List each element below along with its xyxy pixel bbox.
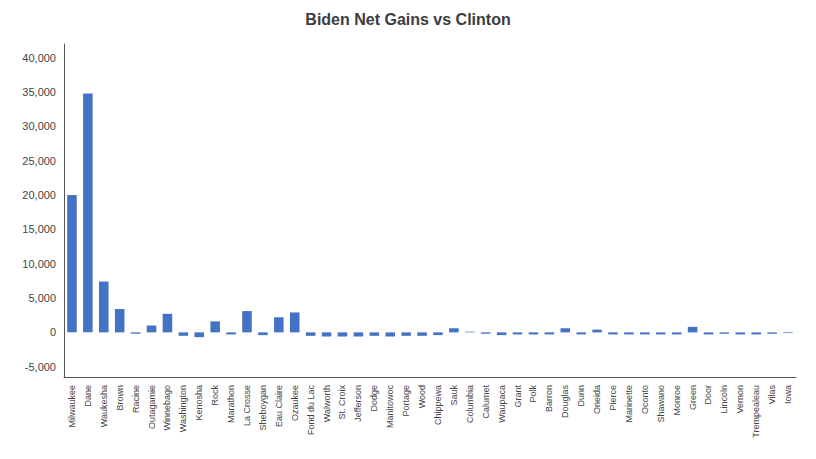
svg-text:Douglas: Douglas: [560, 385, 570, 419]
svg-text:Portage: Portage: [401, 385, 411, 417]
svg-text:Rock: Rock: [210, 385, 220, 406]
svg-text:Dane: Dane: [83, 385, 93, 407]
svg-text:Oconto: Oconto: [640, 385, 650, 414]
svg-text:35,000: 35,000: [22, 86, 56, 98]
svg-text:Dunn: Dunn: [576, 385, 586, 407]
svg-text:Chippewa: Chippewa: [433, 385, 443, 425]
svg-text:Trempealeau: Trempealeau: [751, 385, 761, 438]
svg-text:Green: Green: [688, 385, 698, 410]
svg-text:Biden Net Gains vs Clinton: Biden Net Gains vs Clinton: [305, 11, 510, 28]
svg-text:-5,000: -5,000: [25, 361, 56, 373]
svg-text:40,000: 40,000: [22, 52, 56, 64]
svg-text:Sauk: Sauk: [449, 385, 459, 406]
svg-text:Waupaca: Waupaca: [497, 385, 507, 423]
svg-text:20,000: 20,000: [22, 189, 56, 201]
svg-text:Oneida: Oneida: [592, 385, 602, 414]
svg-text:Columbia: Columbia: [465, 385, 475, 423]
svg-text:Eau Claire: Eau Claire: [274, 385, 284, 427]
svg-text:30,000: 30,000: [22, 120, 56, 132]
svg-text:Vernon: Vernon: [735, 385, 745, 414]
svg-text:Brown: Brown: [115, 385, 125, 411]
svg-text:Dodge: Dodge: [369, 385, 379, 412]
svg-text:Door: Door: [703, 385, 713, 405]
svg-text:Monroe: Monroe: [672, 385, 682, 416]
svg-text:0: 0: [50, 326, 56, 338]
svg-text:Polk: Polk: [528, 385, 538, 403]
svg-text:Racine: Racine: [131, 385, 141, 413]
svg-text:Milwaukee: Milwaukee: [67, 385, 77, 428]
svg-text:Kenosha: Kenosha: [194, 385, 204, 421]
svg-text:Washington: Washington: [178, 385, 188, 432]
svg-text:Winnebago: Winnebago: [162, 385, 172, 431]
svg-text:Outagamie: Outagamie: [147, 385, 157, 429]
svg-text:5,000: 5,000: [28, 292, 56, 304]
svg-text:Pierce: Pierce: [608, 385, 618, 411]
svg-text:Iowa: Iowa: [783, 385, 793, 404]
svg-text:Fond du Lac: Fond du Lac: [306, 385, 316, 436]
svg-text:Waukesha: Waukesha: [99, 385, 109, 427]
svg-text:10,000: 10,000: [22, 258, 56, 270]
svg-text:Ozaukee: Ozaukee: [290, 385, 300, 421]
svg-text:Marinette: Marinette: [624, 385, 634, 423]
svg-text:Lincoln: Lincoln: [719, 385, 729, 414]
svg-text:Vilas: Vilas: [767, 385, 777, 405]
svg-text:Marathon: Marathon: [226, 385, 236, 423]
svg-text:Sheboygan: Sheboygan: [258, 385, 268, 431]
svg-text:25,000: 25,000: [22, 155, 56, 167]
svg-text:Barron: Barron: [544, 385, 554, 412]
svg-text:Jefferson: Jefferson: [353, 385, 363, 422]
svg-text:Grant: Grant: [513, 385, 523, 408]
svg-text:Wood: Wood: [417, 385, 427, 408]
svg-text:Manitowoc: Manitowoc: [385, 385, 395, 429]
svg-text:Shawano: Shawano: [656, 385, 666, 423]
svg-text:Walworth: Walworth: [322, 385, 332, 422]
svg-text:15,000: 15,000: [22, 223, 56, 235]
svg-text:La Crosse: La Crosse: [242, 385, 252, 426]
svg-text:St. Croix: St. Croix: [337, 385, 347, 420]
svg-text:Calumet: Calumet: [481, 385, 491, 419]
